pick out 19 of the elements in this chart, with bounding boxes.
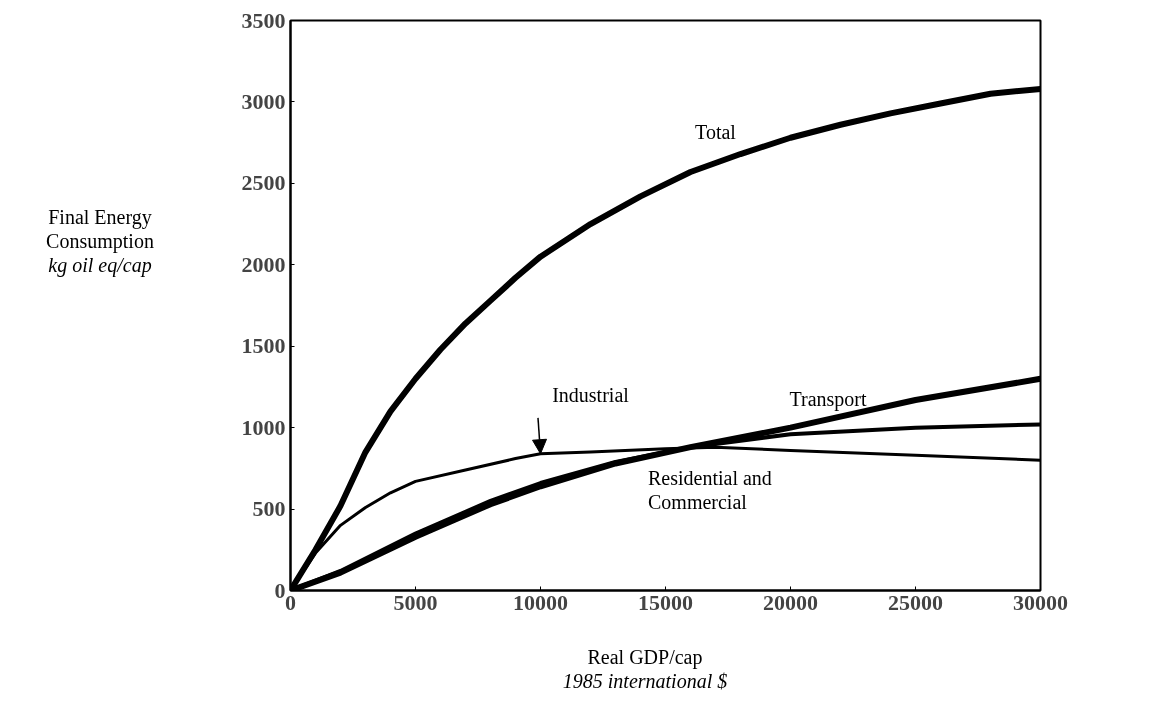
y-tick-label: 1000: [241, 414, 286, 440]
y-tick-label: 500: [252, 496, 286, 522]
y-tick-label: 2000: [241, 251, 286, 277]
x-tick-label: 30000: [1013, 589, 1068, 615]
series-label: Residential and Commercial: [648, 466, 772, 513]
text: Industrial: [552, 384, 630, 407]
x-tick-label: 5000: [393, 589, 438, 615]
x-tick-label: 25000: [888, 589, 943, 615]
x-tick-label: 20000: [763, 589, 818, 615]
series-label: Total: [695, 120, 737, 143]
x-tick-label: 10000: [513, 589, 568, 615]
y-tick-label: 1500: [241, 333, 286, 359]
y-tick-label: 3000: [241, 88, 286, 114]
x-axis-title: Real GDP/cap 1985 international $: [562, 645, 728, 693]
y-tick-label: 2500: [241, 170, 286, 196]
y-axis-title: Final Energy Consumption kg oil eq/cap: [46, 205, 154, 277]
x-tick-label: 15000: [638, 589, 693, 615]
y-tick-label: 3500: [241, 7, 286, 33]
series-label: Transport: [789, 387, 867, 411]
